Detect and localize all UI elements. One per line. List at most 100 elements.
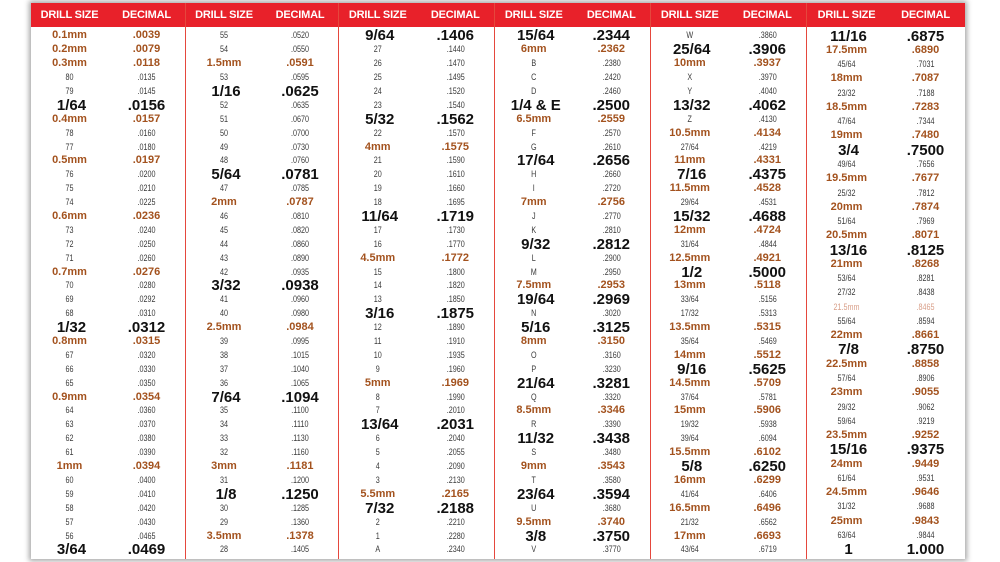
drill-size-cell: 77 [65,141,74,152]
size-list: 15/64.2344 6mm .2362 B .2380 C .2420 D .2460 1/4 … [495,28,650,557]
size-row: 77 .0180 [31,140,185,154]
size-row: 66 .0330 [31,362,185,376]
decimal-cell: .6406 [758,488,777,499]
drill-size-cell: I [532,183,535,194]
decimal-cell: .3346 [597,404,626,417]
drill-size-cell: 49/64 [837,159,856,170]
decimal-cell: .1562 [436,110,475,128]
decimal-cell: .0781 [281,166,319,184]
decimal-cell: .7969 [916,216,935,227]
decimal-cell: .2040 [446,433,465,444]
drill-size-cell: 50 [219,127,228,138]
drill-size-cell: O [530,349,537,360]
size-row: 1.5mm .0591 [186,57,338,71]
size-row: 19/32 .5938 [651,418,806,432]
decimal-cell: .1405 [290,544,310,555]
size-list: 11/16 .6875 17.5mm .6890 45/64 .7031 18mm .7087… [807,27,965,558]
drill-size-cell: 41 [219,294,228,305]
decimal-cell: .3438 [592,430,631,448]
decimal-cell: .4921 [753,251,782,264]
size-row: 13/16 .8125 [807,243,965,258]
decimal-cell: .9843 [911,514,940,527]
decimal-header: DECIMAL [901,9,950,21]
decimal-cell: .1040 [290,363,310,374]
decimal-cell: .1910 [446,336,465,347]
drill-size-cell: 45/64 [837,59,856,70]
drill-size-cell: 5.5mm [360,487,396,500]
decimal-cell: .0180 [137,141,156,152]
decimal-cell: .8268 [911,257,940,270]
drill-size-cell: U [531,502,537,513]
drill-size-cell: 13/32 [672,96,711,114]
size-row: 7/32 .2188 [339,499,494,517]
decimal-cell: .2810 [602,224,621,235]
decimal-cell: .1130 [291,433,309,444]
decimal-cell: .2031 [436,416,475,434]
drill-size-cell: 25/64 [672,41,711,59]
decimal-cell: .1406 [436,27,475,45]
drill-size-cell: 35/64 [680,336,699,347]
size-row: 5/64 .0781 [186,166,338,184]
size-row: 63/64 .9844 [807,528,965,542]
drill-size-cell: 11 [374,336,382,347]
drill-size-cell: 76 [65,169,74,180]
decimal-cell: .1110 [291,419,309,430]
size-row: 23/32 .7188 [807,86,965,100]
column-header: DRILL SIZE DECIMAL [31,3,185,27]
drill-size-cell: 14.5mm [669,376,711,389]
size-row: 18.5mm .7283 [807,100,965,114]
size-row: 7/64 .1094 [186,390,338,405]
size-row: 49 .0730 [186,140,338,154]
size-row: 55/64 .8594 [807,314,965,328]
size-row: 59/64 .9219 [807,414,965,428]
decimal-cell: .2660 [602,169,621,180]
drill-size-cell: 54 [219,44,228,55]
size-row: 42 .0935 [186,265,338,279]
size-row: 58 .0420 [31,501,185,515]
drill-size-cell: 27/64 [680,141,699,152]
decimal-cell: .1520 [446,86,465,96]
drill-size-cell: 59 [65,488,74,499]
decimal-header: DECIMAL [586,9,636,21]
drill-size-cell: 0.1mm [52,29,87,42]
size-row: 3/16 .1875 [339,306,494,321]
size-row: 5/8 .6250 [651,459,806,474]
decimal-cell: .1570 [446,127,465,138]
size-row: 53/64 .8281 [807,272,965,286]
drill-size-cell: 26 [373,58,382,69]
drill-size-cell: 0.6mm [52,210,87,223]
decimal-cell: .9219 [916,415,935,426]
size-row: 6.5mm .2559 [495,112,650,126]
decimal-cell: .0810 [290,211,310,222]
decimal-cell: .0550 [290,44,310,55]
decimal-cell: .2130 [446,474,465,485]
decimal-cell: .7874 [911,200,940,213]
drill-size-cell: 19.5mm [826,172,867,185]
decimal-cell: .2656 [592,152,631,170]
decimal-cell: .2188 [436,499,475,517]
size-row: 24mm .9449 [807,457,965,471]
size-row: 16 .1770 [339,237,494,251]
decimal-cell: .6875 [906,27,945,45]
decimal-cell: .6719 [758,544,777,555]
decimal-cell: .5709 [753,376,782,389]
drill-size-cell: 5/32 [365,110,395,128]
drill-size-cell: 38 [219,349,228,360]
size-row: 57/64 .8906 [807,371,965,385]
decimal-cell: .1575 [441,140,470,153]
size-row: 60 .0400 [31,474,185,488]
decimal-cell: .0200 [137,169,156,180]
size-row: 47/64 .7344 [807,115,965,129]
drill-size-cell: 33/64 [680,294,699,305]
decimal-cell: .2460 [602,86,621,96]
decimal-cell: .0469 [127,541,166,559]
drill-size-cell: 2mm [211,196,237,209]
drill-size-cell: 78 [65,127,74,138]
decimal-cell: .1960 [446,363,465,374]
drill-size-cell: G [530,141,537,152]
size-row: 38 .1015 [186,348,338,362]
size-row: 23mm .9055 [807,386,965,400]
drill-size-cell: 1/4 & E [510,96,561,114]
decimal-cell: .4219 [758,141,777,152]
drill-size-cell: Q [530,391,537,402]
